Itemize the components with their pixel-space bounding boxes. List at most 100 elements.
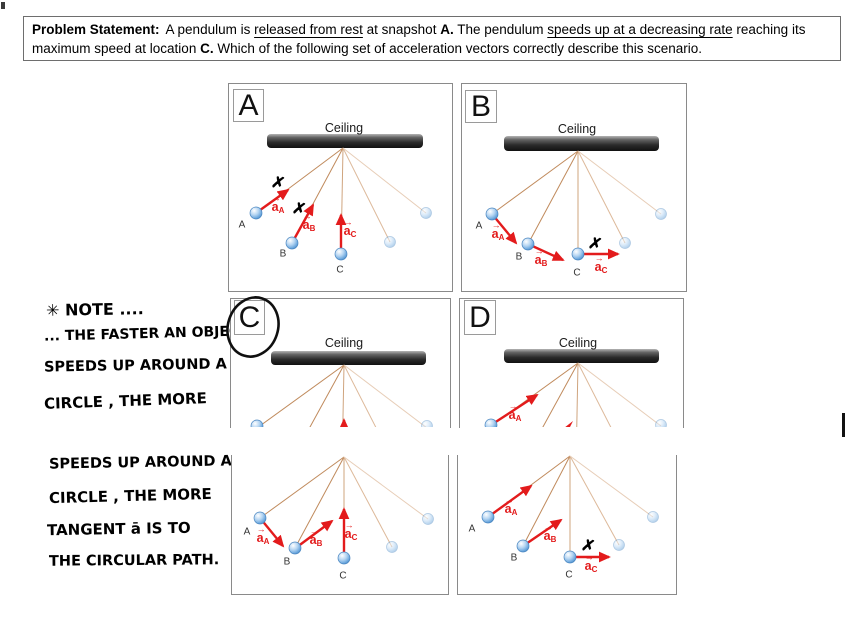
panel-label-box-c: C	[234, 300, 265, 335]
problem-statement-box: Problem Statement: A pendulum is released…	[23, 16, 841, 61]
vector-subscript: B	[541, 259, 548, 268]
pendulum-diagram-d-top	[484, 349, 667, 427]
accel-vector-aB-tip	[565, 421, 573, 427]
point-label-c: C	[573, 267, 581, 279]
accel-vector-aB	[522, 518, 563, 547]
pendulum-ball-a-partial	[250, 419, 264, 427]
point-label-c: C	[336, 264, 344, 276]
pendulum-diagram-c-top	[250, 351, 433, 427]
vector-subscript: B	[550, 535, 557, 544]
ceiling-label: Ceiling	[558, 336, 598, 350]
point-label-b: B	[279, 248, 287, 260]
vector-arrow-icon: →	[271, 193, 281, 203]
ceiling-bar	[504, 349, 659, 363]
pendulum-strings	[491, 150, 662, 254]
pendulum-ball-ghost-partial	[421, 420, 433, 427]
vector-arrow-icon: →	[343, 217, 353, 227]
pendulum-ball-ghost	[422, 513, 434, 525]
pendulum-ball-ghost	[386, 541, 398, 553]
pendulum-ball-ghost	[384, 236, 396, 248]
vector-base: a	[256, 531, 264, 545]
screen-artifact	[1, 2, 5, 9]
answer-panel-b: B Ceiling ✗ → aA → aB → aC A B C	[461, 83, 687, 292]
ceiling-bar	[267, 134, 423, 148]
panel-label-box-b: B	[465, 90, 497, 123]
answer-panel-c-top: C Ceiling	[226, 296, 451, 428]
pendulum-diagram-a	[249, 134, 432, 261]
vector-label-aA: → aA	[272, 194, 285, 215]
vector-subscript: A	[498, 233, 505, 242]
vector-base: a	[344, 527, 352, 541]
point-label-b: B	[515, 251, 523, 263]
problem-segment: The pendulum	[453, 22, 548, 37]
point-label-c: C	[565, 569, 573, 581]
vector-base: a	[491, 227, 499, 241]
pendulum-ball-a	[481, 510, 495, 524]
pendulum-ball-a	[485, 207, 499, 221]
pendulum-ball-b	[521, 237, 535, 251]
panel-letter-d: D	[469, 300, 491, 334]
answer-panel-d-bottom: ✗ → aA → aB → aC A B C	[457, 455, 677, 595]
panel-label-box-a: A	[233, 89, 264, 122]
vector-base: a	[594, 260, 602, 274]
problem-segment: A pendulum is	[165, 22, 255, 37]
vector-subscript: A	[515, 414, 522, 423]
vector-base: a	[508, 408, 516, 422]
vector-label-aB: → aB	[302, 212, 316, 233]
vector-label-aC: → aC	[594, 254, 608, 275]
vector-arrow-icon: →	[302, 211, 312, 221]
note-line: SPEEDS UP AROUND A	[43, 356, 227, 376]
note-line: TANGENT ā IS TO	[46, 518, 191, 540]
vector-label-aA: → aA	[504, 496, 518, 517]
problem-label: Problem Statement:	[32, 22, 160, 37]
vector-subscript: C	[350, 230, 357, 239]
vector-arrow-icon: →	[508, 401, 518, 411]
panel-letter-c: C	[238, 300, 261, 334]
point-label-a: A	[468, 523, 476, 535]
accel-vector-aA	[490, 393, 539, 427]
vector-subscript: C	[601, 266, 608, 275]
vector-base: a	[534, 253, 542, 267]
point-label-a: A	[475, 220, 483, 232]
vector-subscript: C	[351, 533, 358, 542]
vector-subscript: A	[278, 206, 285, 215]
panel-label-box-d: D	[464, 300, 496, 335]
point-label-c: C	[339, 570, 347, 582]
pendulum-ball-c	[563, 550, 577, 564]
vector-arrow-icon: →	[534, 246, 544, 256]
ceiling-bar	[504, 136, 659, 151]
accel-vector-aB	[527, 242, 565, 262]
vector-arrow-icon: →	[594, 253, 604, 263]
accel-vector-aA	[487, 484, 533, 518]
problem-segment: at snapshot	[362, 22, 441, 37]
note-line: ✳ NOTE ....	[45, 299, 144, 320]
vector-label-aA: → aA	[508, 402, 522, 423]
vector-arrow-icon: →	[584, 552, 594, 562]
panel-letter-b: B	[470, 89, 491, 123]
problem-segment: Which of the following set of accelerati…	[213, 41, 703, 56]
pendulum-ball-c	[337, 551, 351, 565]
vector-label-aC: → aC	[344, 521, 358, 542]
vector-subscript: A	[511, 508, 518, 517]
note-line: CIRCLE , THE MORE	[43, 389, 208, 413]
pendulum-ball-c	[571, 247, 585, 261]
accel-vector-aA	[255, 188, 290, 214]
note-line: CIRCLE , THE MORE	[48, 484, 213, 508]
answer-panel-d-top: D Ceiling → aA	[459, 298, 684, 428]
problem-statement-text: Problem Statement: A pendulum is released…	[32, 20, 832, 58]
vector-base: a	[504, 502, 512, 516]
vector-arrow-icon: →	[491, 220, 501, 230]
vector-label-aA: → aA	[256, 525, 270, 546]
pendulum-ball-ghost-partial	[655, 419, 667, 427]
answer-panel-c-bottom: → aA → aB → aC A B C	[231, 455, 449, 595]
pendulum-ball-b	[516, 539, 530, 553]
accel-vector-aB	[290, 203, 315, 244]
point-label-b: B	[283, 556, 291, 568]
pendulum-ball-ghost	[647, 511, 659, 523]
pendulum-ball-a	[253, 511, 267, 525]
point-label-a: A	[238, 219, 246, 231]
vector-label-aC: → aC	[344, 218, 357, 239]
pendulum-strings	[259, 456, 429, 558]
vector-base: a	[302, 218, 310, 232]
pendulum-ball-ghost	[420, 207, 432, 219]
